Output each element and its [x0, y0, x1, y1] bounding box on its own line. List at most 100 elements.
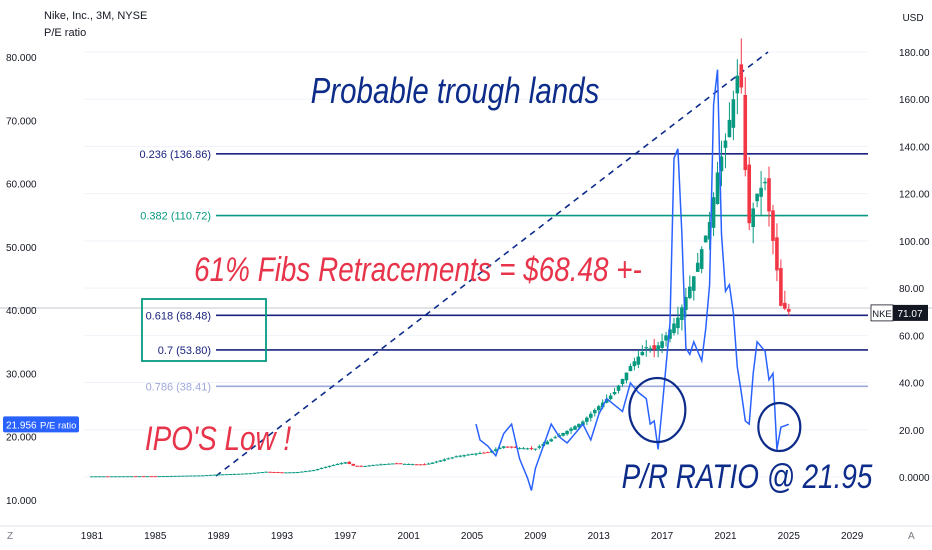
candle-body	[204, 475, 209, 477]
candle-body	[545, 441, 550, 445]
x-axis-tick: 1989	[208, 531, 231, 542]
right-axis-tick: 180.00	[899, 48, 930, 59]
candle-body	[775, 237, 779, 271]
candle-body	[561, 433, 565, 436]
candle-body	[256, 472, 261, 474]
left-axis-tick: 30.000	[6, 369, 37, 380]
candle-body	[395, 463, 399, 465]
candle-body	[771, 210, 775, 241]
candle-body	[482, 452, 486, 454]
candle-body	[117, 476, 122, 478]
left-axis-tick: 70.000	[6, 116, 37, 127]
candle-body	[105, 476, 110, 478]
candle-body	[513, 446, 518, 448]
candle-body	[691, 276, 696, 291]
left-axis-tick: 20.000	[6, 433, 37, 444]
right-axis-tick: 120.00	[899, 190, 930, 201]
right-axis-tick: 160.00	[899, 95, 930, 106]
pe-badge	[3, 416, 79, 433]
candle-body	[141, 476, 146, 478]
candle-body	[359, 465, 363, 467]
pe-badge-label: P/E ratio	[40, 420, 76, 431]
candle-body	[759, 187, 763, 197]
right-axis-tick: 40.00	[899, 379, 924, 390]
candle-body	[391, 463, 395, 465]
pe-ratio-line	[475, 69, 790, 491]
left-axis-tick: 10.000	[6, 496, 37, 507]
candle-body	[351, 463, 356, 466]
candle-body	[101, 476, 106, 478]
candle-body	[252, 472, 257, 474]
candle-body	[442, 459, 447, 461]
candle-body	[224, 474, 229, 476]
candle-body	[185, 475, 189, 477]
candle-body	[680, 307, 684, 321]
currency-label: USD	[902, 13, 923, 24]
pe-line	[475, 69, 790, 491]
price-text: 71.07	[897, 309, 922, 320]
candle-body	[268, 471, 272, 473]
candle-body	[367, 465, 371, 467]
fib-label: 0.236 (136.86)	[139, 149, 211, 161]
fib-highlight-box	[141, 298, 267, 362]
candle-body	[375, 464, 379, 466]
candle-body	[422, 464, 427, 466]
candle-body	[569, 428, 573, 431]
fib-label: 0.382 (110.72)	[140, 211, 211, 223]
pe-value: 21.956	[6, 420, 37, 431]
candle-body	[220, 474, 225, 476]
candle-body	[723, 140, 728, 148]
candle-body	[739, 64, 744, 88]
candle-body	[197, 475, 201, 477]
candle-body	[232, 473, 237, 475]
candle-body	[525, 448, 530, 450]
candle-body	[240, 473, 245, 475]
right-axis-tick: 100.00	[899, 237, 930, 248]
candle-body	[751, 208, 755, 227]
candle-body	[553, 437, 557, 439]
left-axis-tick: 50.000	[6, 243, 37, 254]
candle-body	[434, 461, 439, 463]
candle-body	[165, 475, 169, 477]
candle-body	[450, 457, 455, 459]
candle-body	[292, 472, 296, 474]
candle-body	[236, 473, 241, 475]
candle-body	[173, 475, 177, 477]
candle-body	[688, 286, 692, 299]
x-axis-tick: 1997	[334, 531, 357, 542]
candle-body	[668, 329, 672, 339]
candle-body	[707, 222, 712, 240]
chart-grid	[0, 51, 932, 527]
candle-body	[763, 181, 767, 184]
candle-body	[577, 423, 581, 428]
x-axis-tick: 2017	[651, 531, 674, 542]
candle-body	[145, 476, 150, 478]
x-axis-tick: 2021	[714, 531, 737, 542]
candle-body	[260, 472, 264, 474]
candle-body	[589, 413, 593, 418]
x-axis-tick: 2029	[841, 531, 864, 542]
candle-body	[767, 178, 771, 212]
annotation-pe: P/R RATIO @ 21.95	[622, 457, 873, 495]
candle-body	[125, 476, 130, 478]
candle-body	[208, 474, 213, 476]
candle-body	[462, 455, 466, 457]
candle-body	[486, 452, 490, 454]
candle-body	[177, 475, 181, 477]
candle-body	[648, 348, 653, 350]
circle-2017	[628, 376, 687, 444]
symbol-text: NKE	[872, 309, 892, 320]
candle-body	[612, 392, 617, 395]
candle-body	[783, 302, 787, 309]
candle-body	[383, 464, 387, 466]
left-axis-tick: 60.000	[6, 180, 37, 191]
candle-body	[493, 449, 498, 451]
candle-body	[129, 476, 134, 478]
candle-body	[327, 465, 332, 467]
candle-body	[133, 476, 138, 478]
highlight-circles	[628, 376, 802, 453]
candle-body	[387, 463, 391, 465]
right-axis-tick: 140.00	[899, 142, 930, 153]
candle-body	[371, 465, 375, 467]
